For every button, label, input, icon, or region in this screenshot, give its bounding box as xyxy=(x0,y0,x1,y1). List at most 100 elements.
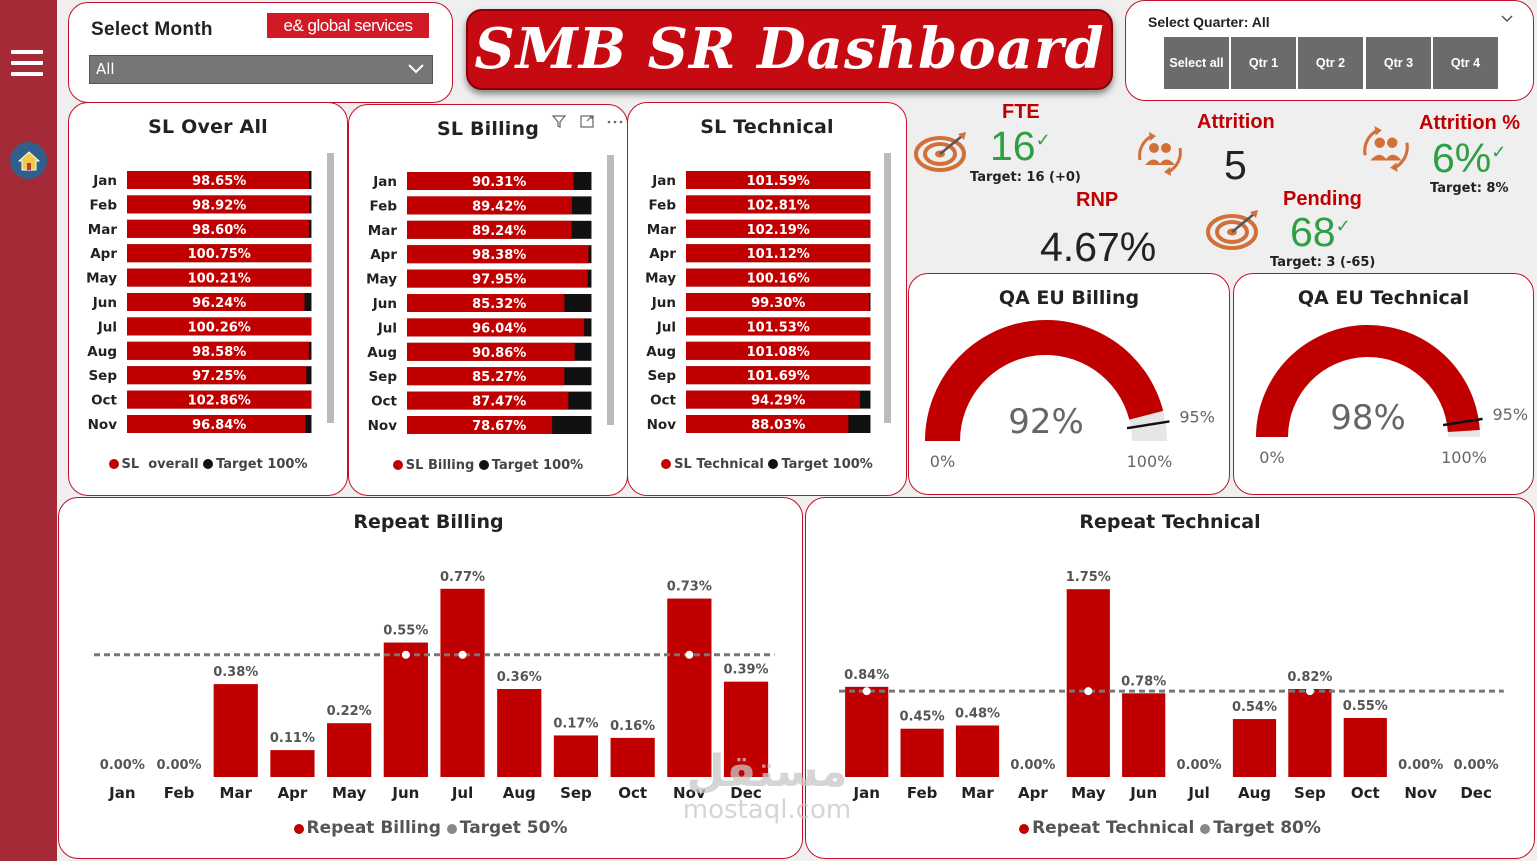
chart-title: SL Billing xyxy=(436,118,540,140)
category-label: Nov xyxy=(673,784,706,802)
quarter-select-all-button[interactable]: Select all xyxy=(1164,37,1229,89)
check-icon: ✓ xyxy=(1491,142,1507,162)
data-label: 0.77% xyxy=(440,570,485,585)
data-label: 0.17% xyxy=(553,716,598,731)
category-label: Mar xyxy=(647,222,677,238)
data-label: 100.21% xyxy=(188,272,251,287)
attrition-pct-target: Target: 8% xyxy=(1430,181,1509,196)
gauge-value-label: 98% xyxy=(1330,398,1406,438)
focus-mode-icon[interactable] xyxy=(579,113,595,129)
fte-value: 16✓ xyxy=(990,123,1051,170)
fte-number: 16 xyxy=(990,123,1036,169)
value-bar xyxy=(686,244,871,263)
data-label: 96.24% xyxy=(192,296,246,311)
sl-overall-chart: Jan 98.65% Feb 98.92% Mar 98.60% Apr 100.75% May… xyxy=(86,171,312,433)
quarter-q1-button[interactable]: Qtr 1 xyxy=(1231,37,1296,89)
chart-title: Repeat Technical xyxy=(1079,511,1261,533)
scrollbar[interactable] xyxy=(327,153,334,423)
legend-dot xyxy=(1200,824,1211,834)
hamburger-icon[interactable] xyxy=(11,50,43,78)
legend-label: Repeat Billing xyxy=(306,818,441,838)
category-label: May xyxy=(645,271,676,287)
attrition-pct-value: 6%✓ xyxy=(1432,135,1506,182)
value-bar xyxy=(127,244,312,263)
gauge-max-label: 100% xyxy=(1441,448,1487,467)
filter-icon[interactable] xyxy=(551,113,567,129)
category-label: Oct xyxy=(618,784,647,802)
legend-dot xyxy=(446,824,457,834)
value-bar xyxy=(127,293,305,311)
data-label: 88.03% xyxy=(751,418,805,433)
data-label: 98.60% xyxy=(192,223,246,238)
sl-technical-card: SL Technical Jan 101.59% Feb 102.81% Mar 102.… xyxy=(627,102,907,496)
category-label: Oct xyxy=(91,393,117,409)
chevron-down-icon[interactable] xyxy=(1501,15,1513,23)
category-label: Jan xyxy=(853,784,880,802)
value-bar xyxy=(686,268,871,287)
category-label: Oct xyxy=(371,394,397,410)
data-label: 0.11% xyxy=(270,731,315,746)
category-label: Aug xyxy=(367,345,397,361)
more-options-icon[interactable] xyxy=(606,113,624,129)
category-label: May xyxy=(332,784,367,802)
category-label: Jun xyxy=(92,295,117,311)
category-label: Aug xyxy=(646,344,676,360)
value-bar xyxy=(127,268,312,287)
data-label: 89.24% xyxy=(472,224,526,239)
category-label: Aug xyxy=(503,784,536,802)
gauge-target-label: 95% xyxy=(1179,408,1215,427)
bar xyxy=(553,735,599,777)
bar xyxy=(497,689,542,777)
gauge-max-label: 100% xyxy=(1127,452,1173,471)
data-label: 102.86% xyxy=(188,394,251,409)
data-label: 101.08% xyxy=(747,345,810,360)
people-refresh-icon xyxy=(1363,126,1409,172)
fte-target: Target: 16 (+0) xyxy=(970,170,1081,185)
home-icon[interactable] xyxy=(10,142,47,179)
category-label: Mar xyxy=(961,784,994,802)
data-label: 100.75% xyxy=(188,247,251,262)
value-bar xyxy=(407,391,569,410)
data-label: 0.73% xyxy=(667,580,712,595)
category-label: Aug xyxy=(87,344,117,360)
category-label: Sep xyxy=(647,368,676,384)
data-label: 96.84% xyxy=(192,418,246,433)
scrollbar[interactable] xyxy=(607,155,614,425)
quarter-q4-button[interactable]: Qtr 4 xyxy=(1433,37,1498,89)
data-label: 98.38% xyxy=(472,248,526,263)
category-label: Sep xyxy=(1294,784,1326,802)
category-label: Apr xyxy=(370,247,397,263)
category-label: Jul xyxy=(377,320,397,336)
visual-header xyxy=(549,111,629,133)
quarter-q3-button[interactable]: Qtr 3 xyxy=(1366,37,1431,89)
category-label: Oct xyxy=(1351,784,1380,802)
chart-title: SL Technical xyxy=(700,116,834,138)
chart-title: QA EU Technical xyxy=(1297,287,1470,309)
target-icon xyxy=(1206,210,1258,250)
category-label: Feb xyxy=(370,198,398,214)
value-bar xyxy=(407,416,553,434)
data-label: 0.48% xyxy=(955,706,1000,721)
data-label: 98.58% xyxy=(192,345,246,360)
category-label: Feb xyxy=(649,197,677,213)
category-label: Jun xyxy=(372,296,397,312)
data-label: 99.30% xyxy=(751,296,805,311)
bar xyxy=(667,598,712,777)
quarter-q2-button[interactable]: Qtr 2 xyxy=(1298,37,1363,89)
legend-label: SL Billing xyxy=(405,458,475,473)
category-label: Nov xyxy=(368,418,398,434)
legend-label: SL Technical xyxy=(674,457,764,472)
check-icon: ✓ xyxy=(1035,130,1051,150)
scrollbar[interactable] xyxy=(884,153,891,423)
data-label: 0.00% xyxy=(1177,758,1222,773)
category-label: Jul xyxy=(451,784,473,802)
bar xyxy=(440,588,485,777)
data-label: 97.95% xyxy=(472,273,526,288)
target-marker xyxy=(1305,687,1314,696)
month-dropdown[interactable]: All xyxy=(89,55,433,84)
category-label: Feb xyxy=(90,197,118,213)
data-label: 96.04% xyxy=(472,321,526,336)
legend-label: Target 50% xyxy=(459,818,568,838)
bar xyxy=(1066,589,1110,777)
category-label: Jan xyxy=(651,173,676,189)
